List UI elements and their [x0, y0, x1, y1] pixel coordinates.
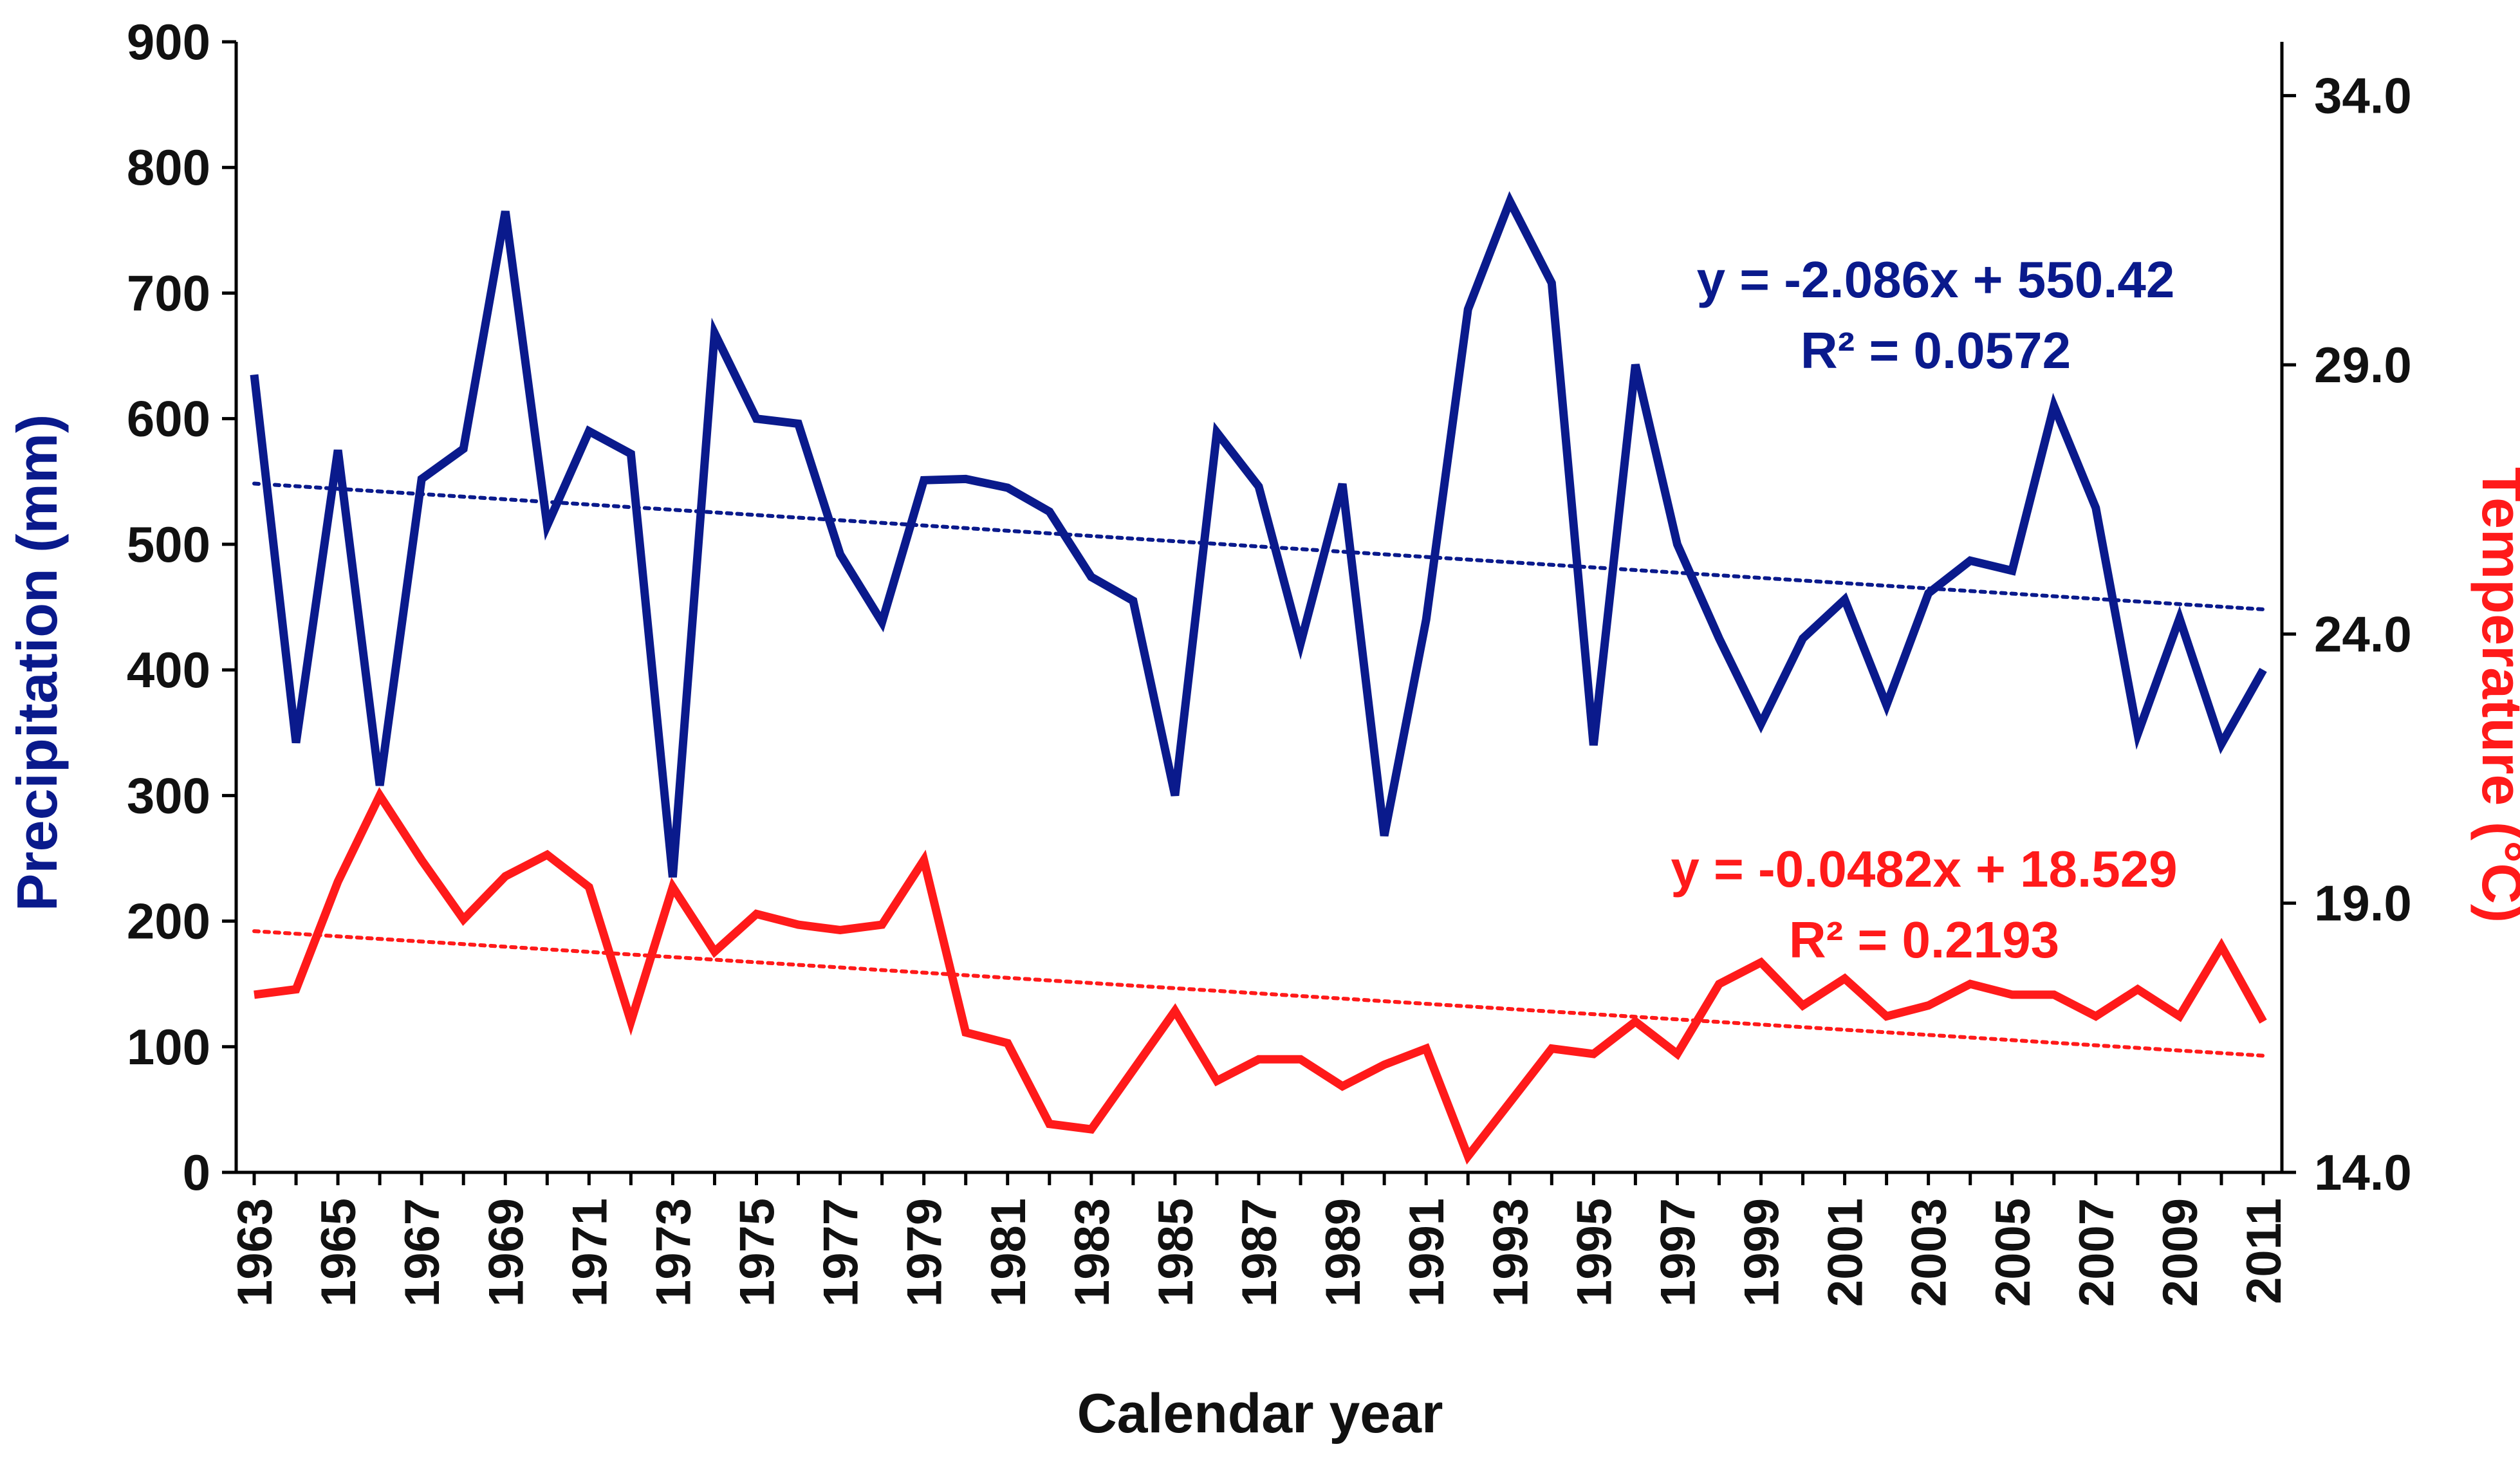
x-tick-label: 1971: [562, 1198, 617, 1307]
x-tick-label: 2009: [2153, 1198, 2208, 1307]
x-tick-label: 1979: [898, 1198, 952, 1307]
x-tick-label: 1997: [1651, 1198, 1705, 1307]
y-right-tick-label: 29.0: [2314, 337, 2412, 393]
y-left-tick-label: 300: [127, 767, 210, 824]
y-left-tick-label: 100: [127, 1019, 210, 1075]
x-tick-label: 1973: [646, 1198, 701, 1307]
x-tick-label: 1963: [228, 1198, 283, 1307]
y-right-tick-label: 34.0: [2314, 68, 2412, 124]
series-layer: [250, 191, 2267, 1165]
y-left-tick-label: 600: [127, 391, 210, 447]
y-right-tick-label: 14.0: [2314, 1144, 2412, 1201]
precip-trend-r2: R² = 0.0572: [1801, 322, 2071, 379]
x-tick-label: 1977: [814, 1198, 869, 1307]
y-left-tick-label: 700: [127, 264, 210, 321]
x-tick-label: 2007: [2070, 1198, 2124, 1307]
x-tick-label: 1975: [730, 1198, 785, 1307]
x-tick-label: 2003: [1902, 1198, 1957, 1307]
x-tick-label: 1999: [1735, 1198, 1790, 1307]
x-tick-label: 1995: [1567, 1198, 1622, 1307]
y-left-tick-label: 800: [127, 139, 210, 196]
x-tick-label: 1989: [1316, 1198, 1371, 1307]
y-left-tick-label: 400: [127, 642, 210, 698]
x-tick-label: 2011: [2237, 1198, 2292, 1304]
y-left-tick-label: 900: [127, 14, 210, 70]
x-axis-title: Calendar year: [1077, 1383, 1443, 1445]
y-axis-title-right: Temperature (°C): [2470, 467, 2520, 923]
x-tick-label: 1985: [1149, 1198, 1203, 1307]
precipitation-line: [250, 191, 2267, 878]
x-tick-label: 1969: [479, 1198, 533, 1307]
x-tick-label: 1965: [311, 1198, 366, 1307]
y-axis-title-left: Precipitation (mm): [5, 414, 69, 912]
x-tick-label: 1981: [981, 1198, 1036, 1307]
axes-layer: 0 100 200 300 400 500 600 700 800 900 14.0 19.0 24.0…: [127, 14, 2412, 1307]
x-tick-label: 1987: [1232, 1198, 1287, 1307]
y-right-tick-label: 24.0: [2314, 605, 2412, 662]
x-tick-label: 1991: [1400, 1198, 1454, 1307]
y-left-tick-label: 200: [127, 893, 210, 950]
temperature-line: [254, 787, 2267, 1165]
y-left-tick-label: 0: [183, 1144, 210, 1201]
temp-trend-r2: R² = 0.2193: [1789, 911, 2059, 968]
x-tick-label: 2005: [1986, 1198, 2041, 1307]
temperature-trendline: [252, 929, 2265, 1058]
precip-trend-equation: y = -2.086x + 550.42: [1697, 251, 2175, 308]
x-tick-label: 1967: [395, 1198, 450, 1307]
temp-trend-equation: y = -0.0482x + 18.529: [1671, 840, 2177, 898]
y-left-tick-label: 500: [127, 516, 210, 573]
y-right-tick-label: 19.0: [2314, 875, 2412, 932]
x-tick-label: 2001: [1819, 1198, 1873, 1307]
x-tick-label: 1993: [1483, 1198, 1538, 1307]
x-tick-label: 1983: [1065, 1198, 1120, 1307]
